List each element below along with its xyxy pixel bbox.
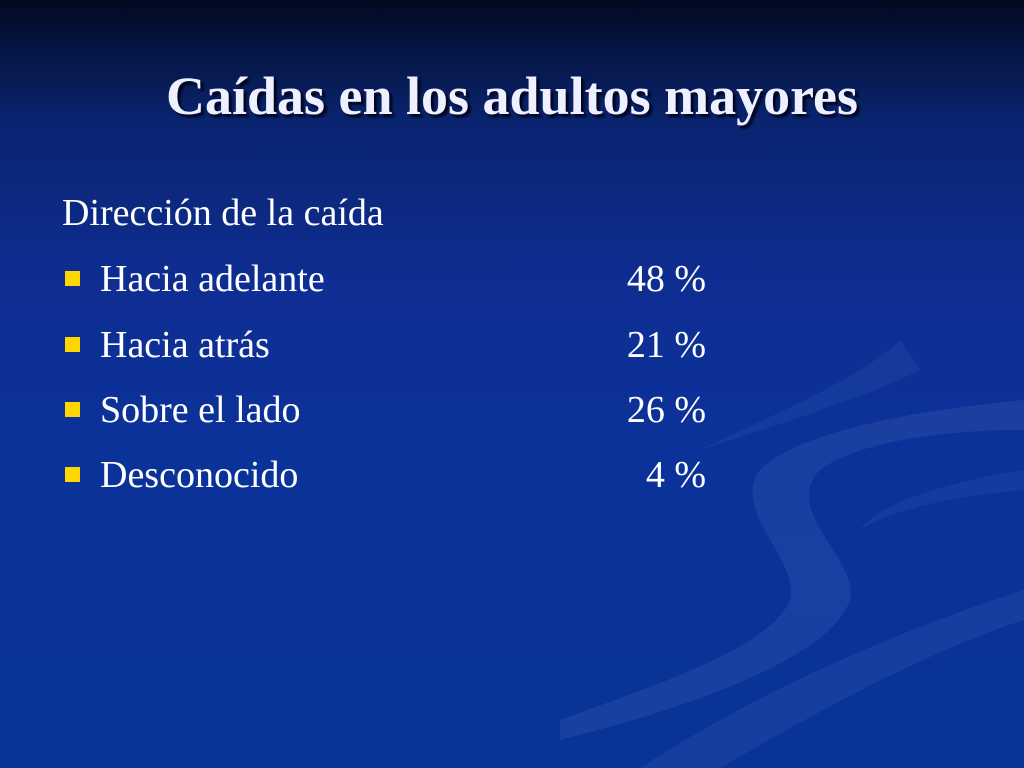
bullet-square-icon [65, 271, 80, 286]
slide-title: Caídas en los adultos mayores [165, 66, 859, 126]
item-value: 4 % [645, 454, 706, 496]
item-label: Hacia atrás [100, 324, 270, 366]
bullet-square-icon [65, 337, 80, 352]
bullet-square-icon [65, 402, 80, 417]
list-item: Sobre el lado 26 % [0, 387, 1024, 433]
list-item: Hacia atrás 21 % [0, 322, 1024, 368]
item-label: Hacia adelante [100, 258, 325, 300]
list-item: Desconocido 4 % [0, 452, 1024, 498]
item-value: 21 % [626, 324, 706, 366]
item-label: Sobre el lado [100, 389, 301, 431]
bullet-square-icon [65, 467, 80, 482]
list-item: Hacia adelante 48 % [0, 256, 1024, 302]
slide-subtitle: Dirección de la caída [62, 192, 384, 234]
item-value: 48 % [626, 258, 706, 300]
item-value: 26 % [626, 389, 706, 431]
item-label: Desconocido [100, 454, 299, 496]
